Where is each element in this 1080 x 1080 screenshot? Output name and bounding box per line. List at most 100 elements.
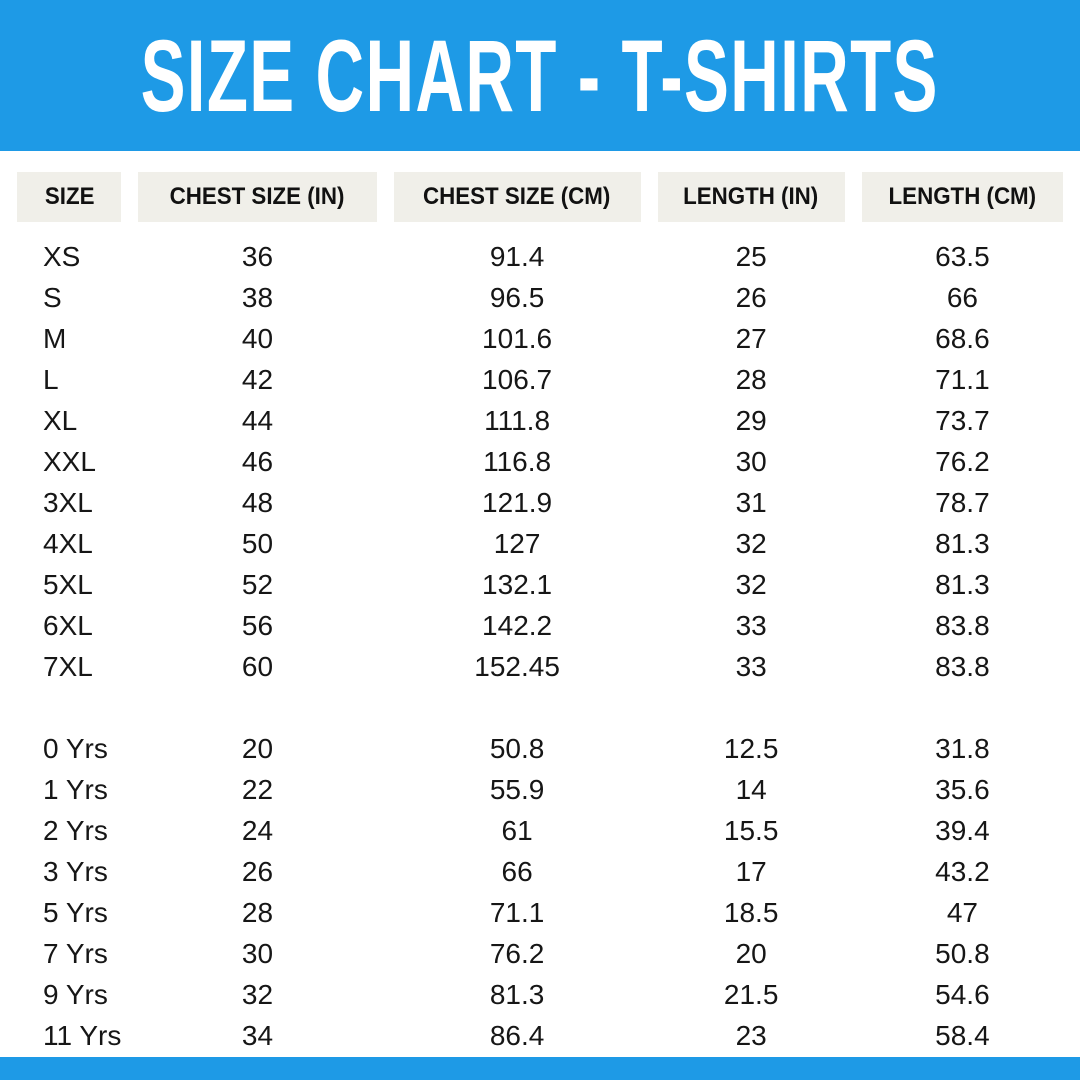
value-cell: 26 xyxy=(735,281,767,313)
header-spacer-row xyxy=(17,222,1063,236)
value-cell: 121.9 xyxy=(482,486,553,518)
value-cell: 76.2 xyxy=(489,937,545,969)
value-cell: 38 xyxy=(241,281,274,313)
page-title: SIZE CHART - T-SHIRTS xyxy=(140,18,940,133)
value-cell: 68.6 xyxy=(935,322,990,354)
value-cell: 52 xyxy=(241,568,274,600)
section-gap-row-cell xyxy=(17,687,1063,728)
value-cell: 24 xyxy=(241,814,274,846)
value-cell: 60 xyxy=(241,650,274,682)
size-label-cell: 9 Yrs xyxy=(43,978,108,1010)
value-cell: 43.2 xyxy=(935,855,990,887)
value-cell: 50.8 xyxy=(935,937,990,969)
size-label-cell: XXL xyxy=(43,445,96,477)
value-cell: 91.4 xyxy=(489,240,545,272)
size-label-cell: 5 Yrs xyxy=(43,896,108,928)
header-spacer-row-cell xyxy=(17,222,1063,236)
value-cell: 116.8 xyxy=(483,445,552,477)
value-cell: 21.5 xyxy=(723,978,779,1010)
value-cell: 30 xyxy=(735,445,767,477)
value-cell: 32 xyxy=(735,527,767,559)
table-row: S 38 96.5 26 66 xyxy=(17,277,1063,318)
value-cell: 86.4 xyxy=(489,1019,545,1051)
size-label-cell: 11 Yrs xyxy=(43,1019,122,1051)
column-header-label: CHEST SIZE (IN) xyxy=(170,183,345,210)
column-header-label: SIZE xyxy=(44,183,94,210)
value-cell: 26 xyxy=(241,855,274,887)
value-cell: 32 xyxy=(735,568,767,600)
header-row: SIZE CHEST SIZE (IN) CHEST SIZE (CM) LENGTH… xyxy=(17,172,1063,222)
value-cell: 27 xyxy=(735,322,767,354)
table-row: M 40 101.6 27 68.6 xyxy=(17,318,1063,359)
value-cell: 142.2 xyxy=(482,609,553,641)
value-cell: 31 xyxy=(735,486,767,518)
value-cell: 35.6 xyxy=(935,773,990,805)
value-cell: 44 xyxy=(241,404,274,436)
table-row: 9 Yrs 32 81.3 21.5 54.6 xyxy=(17,974,1063,1015)
value-cell: 29 xyxy=(735,404,767,436)
value-cell: 71.1 xyxy=(935,363,990,395)
value-cell: 101.6 xyxy=(482,322,553,354)
value-cell: 81.3 xyxy=(935,568,990,600)
value-cell: 39.4 xyxy=(935,814,990,846)
table-row: 3XL 48 121.9 31 78.7 xyxy=(17,482,1063,523)
table-row: 5XL 52 132.1 32 81.3 xyxy=(17,564,1063,605)
value-cell: 111.8 xyxy=(484,404,551,436)
value-cell: 20 xyxy=(735,937,767,969)
size-label-cell: 7XL xyxy=(43,650,93,682)
column-header-label: LENGTH (CM) xyxy=(888,183,1037,210)
table-row: XL 44 111.8 29 73.7 xyxy=(17,400,1063,441)
title-banner: SIZE CHART - T-SHIRTS xyxy=(0,0,1080,151)
size-label-cell: 3 Yrs xyxy=(43,855,108,887)
value-cell: 56 xyxy=(241,609,274,641)
value-cell: 50.8 xyxy=(489,732,545,764)
size-label-cell: 6XL xyxy=(43,609,93,641)
table-row: 3 Yrs 26 66 17 43.2 xyxy=(17,851,1063,892)
value-cell: 17 xyxy=(735,855,767,887)
value-cell: 22 xyxy=(241,773,274,805)
value-cell: 31.8 xyxy=(935,732,990,764)
value-cell: 15.5 xyxy=(723,814,779,846)
value-cell: 66 xyxy=(501,855,533,887)
table-row: 1 Yrs 22 55.9 14 35.6 xyxy=(17,769,1063,810)
size-label-cell: 5XL xyxy=(43,568,93,600)
value-cell: 71.1 xyxy=(489,896,545,928)
value-cell: 83.8 xyxy=(935,650,990,682)
value-cell: 76.2 xyxy=(935,445,990,477)
table-row: 7XL 60 152.45 33 83.8 xyxy=(17,646,1063,687)
table-row: 5 Yrs 28 71.1 18.5 47 xyxy=(17,892,1063,933)
value-cell: 54.6 xyxy=(935,978,990,1010)
value-cell: 61 xyxy=(501,814,533,846)
table-row: 6XL 56 142.2 33 83.8 xyxy=(17,605,1063,646)
value-cell: 106.7 xyxy=(482,363,553,395)
value-cell: 83.8 xyxy=(935,609,990,641)
value-cell: 20 xyxy=(241,732,274,764)
value-cell: 28 xyxy=(735,363,767,395)
size-label-cell: 0 Yrs xyxy=(43,732,108,764)
table-row: XS 36 91.4 25 63.5 xyxy=(17,236,1063,277)
value-cell: 12.5 xyxy=(723,732,779,764)
value-cell: 30 xyxy=(241,937,274,969)
table-row: 2 Yrs 24 61 15.5 39.4 xyxy=(17,810,1063,851)
table-row: 11 Yrs 34 86.4 23 58.4 xyxy=(17,1015,1063,1056)
size-label-cell: XL xyxy=(43,404,78,436)
size-table: SIZE CHEST SIZE (IN) CHEST SIZE (CM) LENGTH… xyxy=(0,172,1080,1056)
value-cell: 55.9 xyxy=(489,773,545,805)
value-cell: 18.5 xyxy=(723,896,779,928)
column-header-label: CHEST SIZE (CM) xyxy=(423,183,611,210)
size-label-cell: 1 Yrs xyxy=(43,773,108,805)
column-header-label: LENGTH (IN) xyxy=(683,183,819,210)
value-cell: 25 xyxy=(735,240,767,272)
value-cell: 23 xyxy=(735,1019,767,1051)
value-cell: 127 xyxy=(493,527,541,559)
column-header: CHEST SIZE (IN) xyxy=(138,172,377,222)
value-cell: 48 xyxy=(241,486,274,518)
value-cell: 81.3 xyxy=(489,978,545,1010)
size-label-cell: L xyxy=(43,363,59,395)
bottom-accent-bar xyxy=(0,1057,1080,1080)
value-cell: 63.5 xyxy=(935,240,990,272)
value-cell: 73.7 xyxy=(935,404,990,436)
value-cell: 66 xyxy=(946,281,978,313)
value-cell: 34 xyxy=(241,1019,274,1051)
value-cell: 32 xyxy=(241,978,274,1010)
